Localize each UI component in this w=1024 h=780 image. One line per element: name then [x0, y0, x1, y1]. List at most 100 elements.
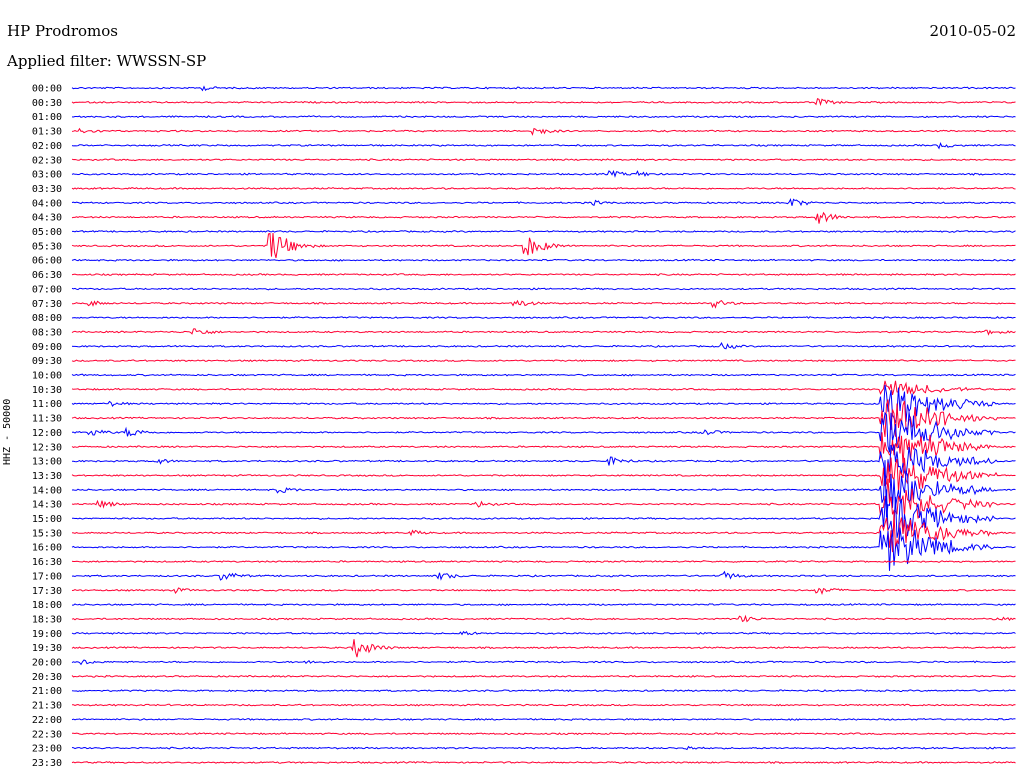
row-time-label: 04:30 — [32, 213, 62, 224]
row-time-label: 18:30 — [32, 614, 62, 625]
trace-row-1600 — [71, 527, 1016, 571]
trace-row-1130 — [71, 399, 1016, 437]
row-time-label: 09:00 — [32, 342, 62, 353]
date-label: 2010-05-02 — [929, 22, 1016, 40]
trace-row-1500 — [71, 489, 1016, 539]
row-time-label: 05:00 — [32, 227, 62, 238]
row-time-label: 10:00 — [32, 371, 62, 382]
trace-row-1730 — [71, 587, 1016, 596]
row-time-label: 09:30 — [32, 356, 62, 367]
row-time-label: 23:30 — [32, 758, 62, 769]
trace-row-1900 — [71, 630, 1016, 636]
row-time-label: 00:30 — [32, 98, 62, 109]
row-time-label: 21:30 — [32, 701, 62, 712]
row-time-label: 12:00 — [32, 428, 62, 439]
row-time-label: 15:30 — [32, 528, 62, 539]
trace-row-0900 — [71, 342, 1016, 350]
row-time-label: 23:00 — [32, 744, 62, 755]
trace-row-0030 — [71, 97, 1016, 107]
row-time-label: 11:00 — [32, 399, 62, 410]
trace-row-1830 — [71, 614, 1016, 623]
row-time-label: 08:30 — [32, 327, 62, 338]
trace-row-0230 — [71, 158, 1016, 162]
row-time-label: 22:30 — [32, 729, 62, 740]
trace-row-0300 — [71, 169, 1016, 178]
row-time-label: 02:00 — [32, 141, 62, 152]
trace-row-1400 — [71, 460, 1016, 518]
row-time-label: 17:00 — [32, 571, 62, 582]
trace-row-0700 — [71, 287, 1016, 291]
trace-row-2100 — [71, 689, 1016, 693]
trace-row-1700 — [71, 570, 1016, 581]
trace-row-2330 — [71, 761, 1016, 764]
row-time-label: 03:30 — [32, 184, 62, 195]
trace-row-0130 — [71, 127, 1016, 136]
trace-row-0000 — [71, 85, 1016, 92]
trace-row-1430 — [71, 478, 1016, 519]
trace-row-0800 — [71, 316, 1016, 320]
row-time-label: 17:30 — [32, 586, 62, 597]
station-name: HP Prodromos — [7, 22, 118, 40]
trace-row-0200 — [71, 142, 1016, 150]
trace-row-1930 — [71, 639, 1016, 658]
row-time-label: 20:00 — [32, 658, 62, 669]
trace-row-1000 — [71, 373, 1016, 377]
row-time-label: 14:30 — [32, 500, 62, 511]
row-time-label: 16:30 — [32, 557, 62, 568]
trace-row-0400 — [71, 197, 1016, 207]
row-time-label: 11:30 — [32, 414, 62, 425]
trace-row-1800 — [72, 603, 1016, 607]
row-time-label: 14:00 — [32, 485, 62, 496]
trace-row-0600 — [71, 258, 1016, 262]
trace-row-0630 — [71, 273, 1016, 277]
trace-row-0830 — [71, 328, 1016, 336]
row-time-label: 07:00 — [32, 284, 62, 295]
row-time-label: 06:30 — [32, 270, 62, 281]
row-time-label: 22:00 — [32, 715, 62, 726]
trace-row-2130 — [71, 703, 1016, 707]
row-time-label: 00:00 — [32, 84, 62, 95]
row-time-label: 18:00 — [32, 600, 62, 611]
trace-row-0430 — [71, 211, 1016, 224]
trace-row-1230 — [71, 432, 1016, 466]
row-time-label: 16:00 — [32, 543, 62, 554]
trace-row-1200 — [71, 411, 1016, 453]
row-time-label: 04:00 — [32, 198, 62, 209]
row-time-label: 12:30 — [32, 442, 62, 453]
row-time-label: 21:00 — [32, 686, 62, 697]
row-time-label: 06:00 — [32, 256, 62, 267]
row-time-label: 03:00 — [32, 170, 62, 181]
row-time-label: 01:00 — [32, 112, 62, 123]
row-time-label: 19:30 — [32, 643, 62, 654]
row-time-label: 02:30 — [32, 155, 62, 166]
row-time-label: 05:30 — [32, 241, 62, 252]
row-time-label: 08:00 — [32, 313, 62, 324]
trace-row-0730 — [72, 299, 1016, 309]
row-time-label: 07:30 — [32, 299, 62, 310]
trace-row-0100 — [71, 115, 1016, 119]
trace-row-2030 — [71, 674, 1016, 678]
trace-row-1300 — [71, 444, 1016, 479]
trace-row-1630 — [71, 560, 1016, 563]
trace-row-0330 — [71, 187, 1016, 190]
trace-row-0530 — [71, 232, 1016, 259]
trace-row-0500 — [72, 230, 1016, 233]
trace-row-2300 — [71, 745, 1016, 751]
trace-row-1030 — [71, 380, 1016, 396]
row-time-label: 15:00 — [32, 514, 62, 525]
trace-row-2200 — [71, 717, 1016, 721]
trace-row-2230 — [72, 732, 1016, 736]
row-time-label: 20:30 — [32, 672, 62, 683]
trace-row-1530 — [71, 511, 1016, 553]
trace-row-1330 — [71, 457, 1016, 492]
trace-row-1100 — [71, 384, 1016, 423]
trace-row-2000 — [71, 659, 1016, 666]
row-time-label: 10:30 — [32, 385, 62, 396]
row-time-label: 19:00 — [32, 629, 62, 640]
row-time-label: 13:30 — [32, 471, 62, 482]
filter-label: Applied filter: WWSSN-SP — [7, 52, 207, 70]
trace-row-0930 — [71, 359, 1016, 363]
row-time-label: 01:30 — [32, 127, 62, 138]
row-time-label: 13:00 — [32, 457, 62, 468]
